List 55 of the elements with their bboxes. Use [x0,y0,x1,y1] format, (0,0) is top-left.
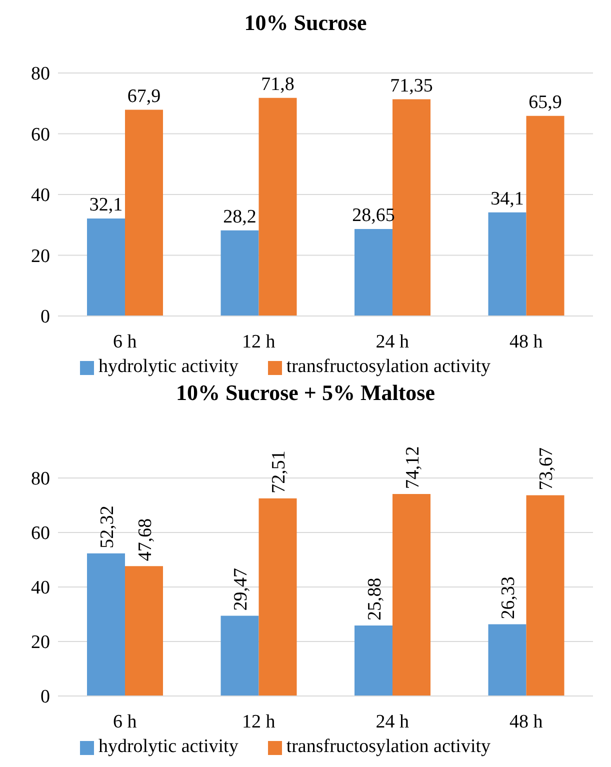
data-label: 52,32 [97,506,118,548]
data-label: 29,47 [230,568,252,611]
bar [220,616,259,696]
legend-label: hydrolytic activity [98,736,238,757]
y-tick-label: 0 [40,306,50,328]
bar [392,99,430,316]
y-tick-label: 20 [31,632,50,654]
y-tick-label: 60 [31,523,50,544]
x-tick-label: 48 h [510,331,544,352]
x-tick-label: 6 h [113,331,138,352]
data-label: 67,9 [127,86,161,107]
bar [354,228,392,316]
x-tick-label: 24 h [376,331,410,352]
bar [258,498,297,696]
data-label: 47,68 [135,518,156,562]
bar [526,116,564,316]
data-label: 73,67 [536,448,558,490]
data-label: 71,35 [390,75,433,96]
data-label: 71,8 [261,74,294,95]
chart-title: 10% Sucrose + 5% Maltose [175,379,436,407]
y-tick-label: 0 [40,686,50,708]
bar [87,218,125,316]
data-label: 28,2 [223,206,256,228]
bar [125,110,163,316]
legend-label: hydrolytic activity [98,356,238,377]
bar [488,212,526,316]
x-tick-label: 6 h [113,711,138,732]
y-tick-label: 40 [31,578,50,599]
bar [125,566,163,696]
data-label: 74,12 [402,446,424,490]
bar [220,230,259,316]
legend-label: transfructosylation activity [286,736,491,757]
y-tick-label: 60 [31,124,50,146]
data-label: 72,51 [268,450,290,494]
y-tick-label: 80 [31,64,50,85]
bar [526,495,564,696]
y-tick-label: 40 [31,185,50,206]
data-label: 26,33 [498,576,520,620]
data-label: 32,1 [89,194,123,216]
y-tick-label: 80 [31,468,50,490]
x-tick-label: 12 h [242,331,276,352]
legend-label: transfructosylation activity [286,356,491,377]
data-label: 25,88 [364,578,386,620]
y-tick-label: 20 [31,246,50,267]
x-tick-label: 48 h [510,711,544,732]
bar [354,625,392,696]
data-label: 65,9 [528,92,562,113]
bar [87,553,125,696]
x-tick-label: 24 h [376,711,410,732]
bar [258,98,297,316]
chart-title: 10% Sucrose [243,9,368,37]
x-tick-label: 12 h [242,711,276,732]
bar [392,494,430,696]
bar [488,624,526,696]
data-label: 34,1 [490,188,524,210]
